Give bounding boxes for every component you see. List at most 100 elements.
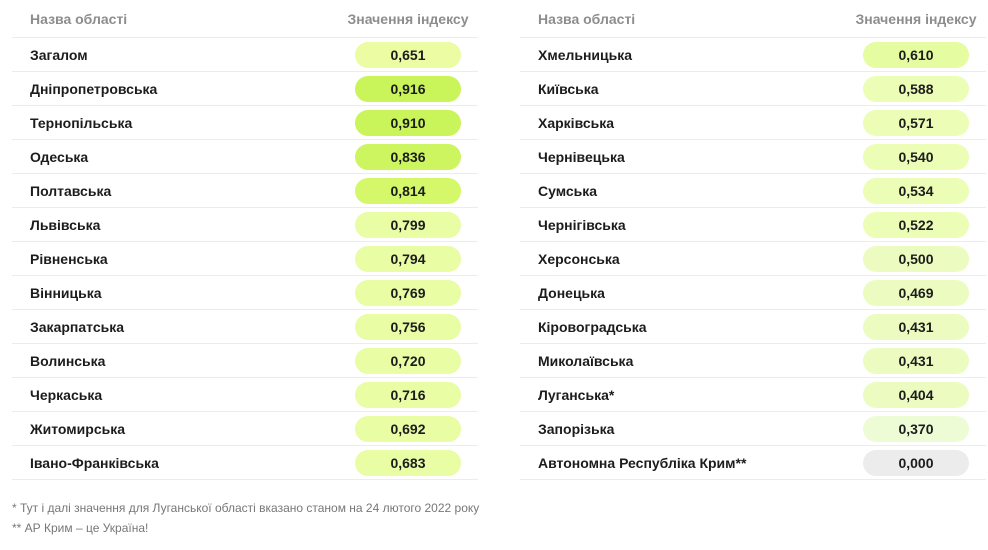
- column-header-index: Значення індексу: [347, 10, 469, 27]
- index-cell: 0,794: [338, 245, 478, 272]
- index-cell: 0,469: [846, 279, 986, 306]
- region-name: Одеська: [30, 148, 89, 165]
- region-name: Львівська: [30, 216, 101, 233]
- index-value-badge: 0,610: [863, 41, 969, 68]
- index-cell: 0,799: [338, 211, 478, 238]
- index-cell: 0,370: [846, 415, 986, 442]
- region-name: Чернігівська: [538, 216, 626, 233]
- region-name: Херсонська: [538, 250, 620, 267]
- index-cell: 0,431: [846, 347, 986, 374]
- region-name: Дніпропетровська: [30, 80, 158, 97]
- index-cell: 0,588: [846, 75, 986, 102]
- table-row: Закарпатська 0,756: [12, 310, 478, 344]
- index-cell: 0,814: [338, 177, 478, 204]
- table-row: Кіровоградська 0,431: [520, 310, 986, 344]
- index-value-badge: 0,431: [863, 313, 969, 340]
- table-row: Автономна Республіка Крим** 0,000: [520, 446, 986, 480]
- table-row: Херсонська 0,500: [520, 242, 986, 276]
- table-header: Назва області Значення індексу: [520, 0, 986, 38]
- region-name: Черкаська: [30, 386, 103, 403]
- column-header-region: Назва області: [538, 10, 636, 27]
- index-value-badge: 0,000: [863, 449, 969, 476]
- table-row: Харківська 0,571: [520, 106, 986, 140]
- footnote-luhansk: * Тут і далі значення для Луганської обл…: [12, 501, 480, 515]
- table-row: Рівненська 0,794: [12, 242, 478, 276]
- index-value-badge: 0,431: [863, 347, 969, 374]
- index-value-badge: 0,756: [355, 313, 461, 340]
- index-value-badge: 0,794: [355, 245, 461, 272]
- index-value-badge: 0,540: [863, 143, 969, 170]
- column-header-index: Значення індексу: [855, 10, 977, 27]
- region-name: Донецька: [538, 284, 605, 301]
- left-table: Назва області Значення індексу Загалом 0,…: [12, 0, 478, 480]
- table-row: Тернопільська 0,910: [12, 106, 478, 140]
- index-cell: 0,404: [846, 381, 986, 408]
- table-body: Хмельницька 0,610 Київська 0,588 Харківська 0…: [520, 38, 986, 480]
- index-value-badge: 0,534: [863, 177, 969, 204]
- region-name: Полтавська: [30, 182, 112, 199]
- region-name: Волинська: [30, 352, 106, 369]
- table-row: Вінницька 0,769: [12, 276, 478, 310]
- index-cell: 0,716: [338, 381, 478, 408]
- index-cell: 0,692: [338, 415, 478, 442]
- table-row: Сумська 0,534: [520, 174, 986, 208]
- region-name: Тернопільська: [30, 114, 133, 131]
- region-name: Запорізька: [538, 420, 615, 437]
- region-name: Сумська: [538, 182, 598, 199]
- region-name: Кіровоградська: [538, 318, 647, 335]
- table-row: Загалом 0,651: [12, 38, 478, 72]
- right-table: Назва області Значення індексу Хмельниць…: [520, 0, 986, 480]
- table-row: Чернівецька 0,540: [520, 140, 986, 174]
- table-row: Львівська 0,799: [12, 208, 478, 242]
- index-value-badge: 0,916: [355, 75, 461, 102]
- index-cell: 0,756: [338, 313, 478, 340]
- region-name: Луганська*: [538, 386, 615, 403]
- index-cell: 0,720: [338, 347, 478, 374]
- index-cell: 0,651: [338, 41, 478, 68]
- index-value-badge: 0,469: [863, 279, 969, 306]
- index-value-badge: 0,814: [355, 177, 461, 204]
- footnote-crimea: ** АР Крим – це Україна!: [12, 521, 149, 535]
- index-value-badge: 0,692: [355, 415, 461, 442]
- index-cell: 0,431: [846, 313, 986, 340]
- index-value-badge: 0,370: [863, 415, 969, 442]
- region-name: Житомирська: [30, 420, 125, 437]
- table-row: Миколаївська 0,431: [520, 344, 986, 378]
- index-value-badge: 0,769: [355, 279, 461, 306]
- index-cell: 0,836: [338, 143, 478, 170]
- index-cell: 0,683: [338, 449, 478, 476]
- region-name: Миколаївська: [538, 352, 634, 369]
- index-cell: 0,500: [846, 245, 986, 272]
- index-value-badge: 0,720: [355, 347, 461, 374]
- index-value-badge: 0,683: [355, 449, 461, 476]
- region-name: Закарпатська: [30, 318, 125, 335]
- index-cell: 0,916: [338, 75, 478, 102]
- table-row: Дніпропетровська 0,916: [12, 72, 478, 106]
- table-row: Чернігівська 0,522: [520, 208, 986, 242]
- table-row: Запорізька 0,370: [520, 412, 986, 446]
- table-row: Житомирська 0,692: [12, 412, 478, 446]
- region-name: Івано-Франківська: [30, 454, 159, 471]
- footnotes: * Тут і далі значення для Луганської обл…: [12, 498, 479, 538]
- index-value-badge: 0,836: [355, 143, 461, 170]
- index-cell: 0,910: [338, 109, 478, 136]
- index-cell: 0,000: [846, 449, 986, 476]
- index-value-badge: 0,910: [355, 109, 461, 136]
- region-name: Харківська: [538, 114, 615, 131]
- index-cell: 0,571: [846, 109, 986, 136]
- table-row: Хмельницька 0,610: [520, 38, 986, 72]
- index-cell: 0,769: [338, 279, 478, 306]
- table-row: Полтавська 0,814: [12, 174, 478, 208]
- region-name: Автономна Республіка Крим**: [538, 454, 747, 471]
- index-value-badge: 0,716: [355, 381, 461, 408]
- region-name: Хмельницька: [538, 46, 633, 63]
- column-header-region: Назва області: [30, 10, 128, 27]
- region-name: Рівненська: [30, 250, 108, 267]
- region-name: Київська: [538, 80, 599, 97]
- table-row: Одеська 0,836: [12, 140, 478, 174]
- table-row: Донецька 0,469: [520, 276, 986, 310]
- index-cell: 0,534: [846, 177, 986, 204]
- index-cell: 0,610: [846, 41, 986, 68]
- index-value-badge: 0,404: [863, 381, 969, 408]
- table-row: Черкаська 0,716: [12, 378, 478, 412]
